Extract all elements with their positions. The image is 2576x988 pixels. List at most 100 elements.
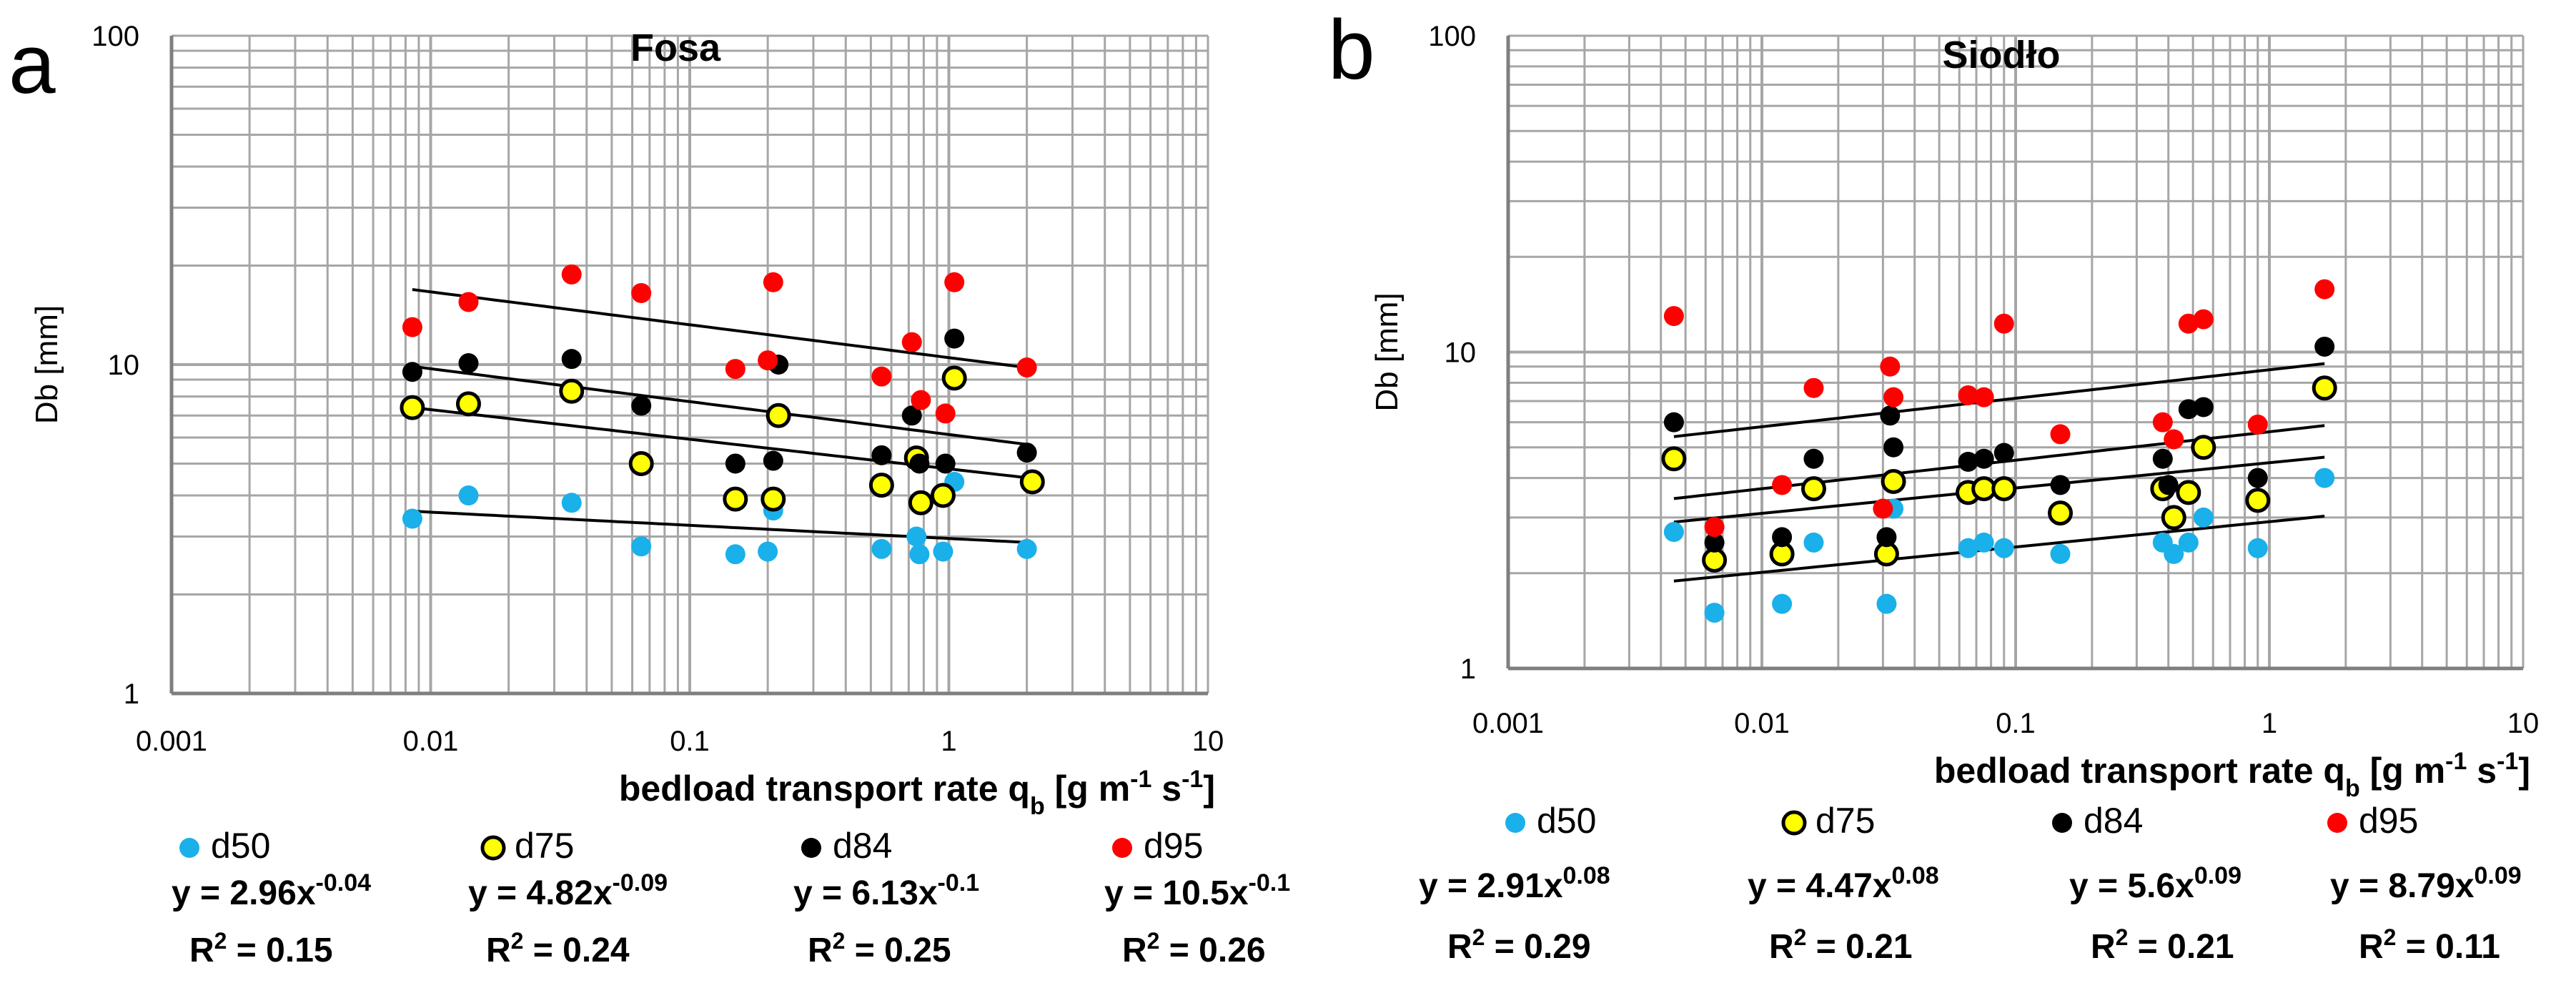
r-squared-exponent: 2 <box>214 928 227 954</box>
panel-a: 0.001 0.01 0.1 1 10 1 10 100 a Fosa Db [mm] bedload… <box>9 17 1290 969</box>
legend-label: d75 <box>515 826 574 866</box>
fit-equation-base: y = 4.82x <box>468 874 613 912</box>
data-point-d50 <box>1803 532 1824 553</box>
data-point-d95 <box>1883 387 1904 407</box>
r-squared-symbol: R <box>2091 928 2116 966</box>
data-point-d84 <box>1880 405 1901 426</box>
data-point-d50 <box>1973 532 1994 553</box>
data-point-d84 <box>1663 412 1684 433</box>
data-point-d95 <box>935 403 956 424</box>
data-point-d75 <box>2312 375 2337 401</box>
data-point-d75 <box>1800 476 1826 502</box>
fit-equation: y = 2.91x0.08 <box>1419 862 1610 905</box>
panel-b: 0.001 0.01 0.1 1 10 1 10 100 b Siodło Db [mm] bedlo… <box>1328 3 2539 966</box>
fit-r-squared: R2 = 0.25 <box>808 928 951 969</box>
data-point-d95 <box>2247 414 2268 435</box>
data-point-d50 <box>906 526 927 547</box>
x-axis-label-end: ] <box>1203 769 1215 809</box>
data-point-d95 <box>911 390 931 410</box>
legend-label: d84 <box>833 826 892 866</box>
data-point-d75 <box>628 450 654 476</box>
r-squared-value: = 0.29 <box>1485 928 1590 966</box>
data-point-d84 <box>763 450 783 471</box>
chart-title: Siodło <box>1943 34 2061 76</box>
data-point-d84 <box>1958 451 1978 472</box>
x-axis-label-unit: [g m <box>1045 769 1130 809</box>
data-point-d75 <box>2048 500 2074 526</box>
data-point-d84 <box>1876 527 1897 548</box>
data-point-d50 <box>2314 468 2335 488</box>
r-squared-value: = 0.26 <box>1159 932 1265 969</box>
r-squared-value: = 0.11 <box>2396 928 2500 966</box>
x-tick-label: 0.1 <box>1996 708 2036 739</box>
data-point-d84 <box>935 453 956 474</box>
x-axis-label-end: ] <box>2518 751 2530 791</box>
legend-label: d50 <box>211 826 270 866</box>
data-point-d75 <box>559 378 585 404</box>
legend-marker <box>1505 813 1525 833</box>
data-point-d50 <box>1958 538 1978 558</box>
fit-equation-exponent: -0.1 <box>938 869 980 896</box>
series-d75 <box>1661 375 2337 573</box>
fit-equation-base: y = 5.6x <box>2069 867 2194 905</box>
trendline-d95 <box>412 288 1027 370</box>
x-axis-label-sub: b <box>1030 793 1045 820</box>
data-point-d75 <box>1971 476 1997 502</box>
x-axis-label-main: bedload transport rate q <box>619 769 1030 809</box>
data-point-d50 <box>909 544 930 565</box>
data-point-d84 <box>458 353 479 374</box>
data-point-d95 <box>2178 313 2199 334</box>
data-point-d75 <box>2176 480 2201 505</box>
fit-r-squared: R2 = 0.11 <box>2359 924 2500 966</box>
fit-r-squared: R2 = 0.24 <box>486 928 630 969</box>
data-point-d50 <box>2164 543 2184 564</box>
data-point-d84 <box>2050 475 2071 495</box>
r-squared-value: = 0.21 <box>1806 928 1912 966</box>
data-point-d75 <box>1991 476 2017 502</box>
data-point-d75 <box>2161 505 2186 530</box>
data-point-d75 <box>723 486 748 512</box>
legend-entry-d84: d84 <box>2052 801 2143 841</box>
r-squared-symbol: R <box>486 932 511 969</box>
data-point-d84 <box>909 453 930 474</box>
data-point-d75 <box>941 365 967 391</box>
series-d95 <box>402 264 1037 424</box>
legend-label: d95 <box>2359 801 2418 841</box>
data-point-d50 <box>1016 538 1037 559</box>
data-point-d95 <box>725 359 745 380</box>
data-point-d95 <box>2164 429 2184 450</box>
y-tick-label: 100 <box>91 21 139 52</box>
data-point-d75 <box>908 490 933 515</box>
data-point-d50 <box>561 493 582 513</box>
x-tick-label: 0.001 <box>136 726 207 757</box>
r-squared-symbol: R <box>2359 928 2384 966</box>
x-tick-label: 10 <box>2507 708 2540 739</box>
x-tick-label: 0.01 <box>403 726 459 757</box>
x-axis-label-sup: -1 <box>1130 766 1151 793</box>
fit-equation-exponent: 0.08 <box>1892 862 1939 889</box>
fit-equation: y = 4.82x-0.09 <box>468 869 668 912</box>
x-axis-label: bedload transport rate qb [g m-1 s-1] <box>619 766 1215 820</box>
x-tick-label: 10 <box>1192 726 1224 757</box>
r-squared-value: = 0.24 <box>523 932 629 969</box>
y-gridlines <box>1508 34 2523 670</box>
data-point-d84 <box>1993 443 2014 463</box>
fit-equation: y = 6.13x-0.1 <box>793 869 979 912</box>
fit-equation-exponent: 0.09 <box>2475 862 2522 889</box>
fit-equation-base: y = 2.96x <box>172 874 316 912</box>
data-point-d75 <box>761 486 786 512</box>
r-squared-symbol: R <box>1447 928 1472 966</box>
data-point-d50 <box>933 541 953 562</box>
legend-label: d50 <box>1537 801 1596 841</box>
x-axis-label-sub: b <box>2345 775 2360 802</box>
data-point-d95 <box>1704 517 1725 538</box>
legend-marker <box>801 838 821 858</box>
fit-equation: y = 5.6x0.09 <box>2069 862 2241 905</box>
data-point-d95 <box>1772 475 1793 495</box>
data-point-d50 <box>1663 522 1684 543</box>
trendline-d84 <box>412 365 1027 446</box>
x-tick-label: 0.01 <box>1734 708 1790 739</box>
data-point-d75 <box>1019 469 1045 495</box>
legend-entry-d84: d84 <box>801 826 892 866</box>
